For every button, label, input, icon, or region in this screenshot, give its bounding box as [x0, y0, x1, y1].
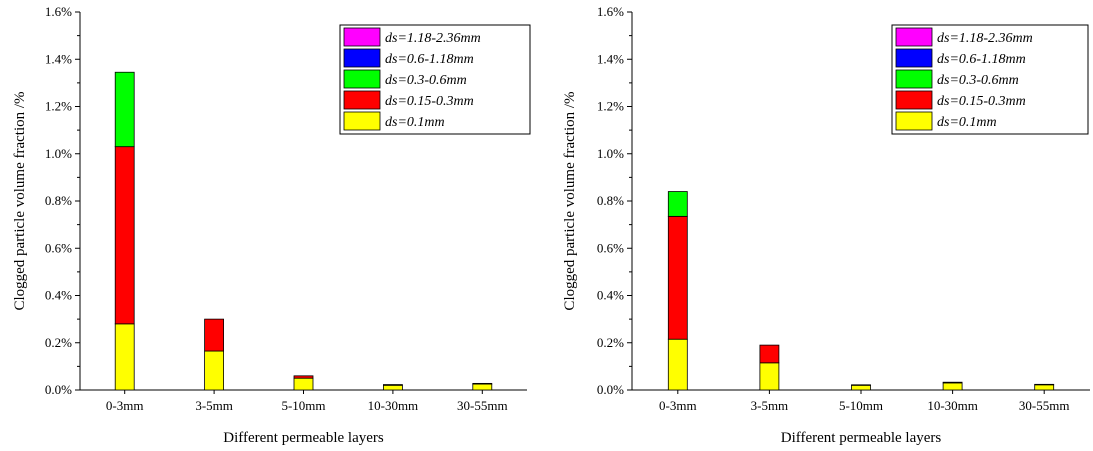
- x-tick-label: 5-10mm: [839, 398, 883, 413]
- legend-label: ds=0.1mm: [385, 115, 445, 130]
- bar-segment: [382, 384, 403, 386]
- x-tick-label: 0-3mm: [659, 398, 697, 413]
- y-tick-label: 0.4%: [597, 288, 624, 303]
- legend-label: ds=0.1mm: [937, 115, 997, 130]
- legend-swatch: [343, 48, 381, 68]
- bar-segment: [667, 215, 688, 340]
- legend-label: ds=0.6-1.18mm: [385, 52, 474, 67]
- y-tick-label: 0.2%: [45, 335, 72, 350]
- x-tick-label: 3-5mm: [195, 398, 233, 413]
- legend-label: ds=0.3-0.6mm: [937, 73, 1019, 88]
- y-tick-label: 1.2%: [597, 99, 624, 114]
- x-tick-label: 30-55mm: [1019, 398, 1070, 413]
- x-tick-label: 10-30mm: [368, 398, 419, 413]
- y-tick-label: 0.2%: [597, 335, 624, 350]
- y-tick-label: 1.6%: [597, 4, 624, 19]
- bar-segment: [667, 338, 688, 391]
- legend-swatch: [343, 27, 381, 47]
- y-tick-label: 0.0%: [597, 382, 624, 397]
- bar-segment: [667, 191, 688, 217]
- x-axis-title: Different permeable layers: [223, 430, 384, 446]
- legend-swatch: [895, 111, 933, 131]
- bar-segment: [204, 350, 225, 391]
- y-axis-title: Clogged particle volume fraction /%: [562, 91, 578, 310]
- y-tick-label: 1.4%: [597, 51, 624, 66]
- legend-swatch: [343, 69, 381, 89]
- legend-swatch: [895, 27, 933, 47]
- bar-segment: [1034, 383, 1055, 386]
- x-tick-label: 5-10mm: [281, 398, 325, 413]
- y-tick-label: 1.0%: [45, 146, 72, 161]
- y-tick-label: 0.8%: [45, 193, 72, 208]
- bar-segment: [204, 318, 225, 352]
- bar-segment: [114, 146, 135, 325]
- bar-segment: [759, 344, 780, 364]
- legend-swatch: [895, 90, 933, 110]
- legend-label: ds=0.15-0.3mm: [385, 94, 474, 109]
- bar-segment: [942, 381, 963, 384]
- x-tick-label: 3-5mm: [751, 398, 789, 413]
- legend-swatch: [343, 111, 381, 131]
- x-tick-label: 0-3mm: [106, 398, 144, 413]
- chart-1: 0.0% 0.2% 0.4% 0.6% 0.8% 1.0% 1.2% 1.4% 1.6% 0-3m…: [12, 4, 531, 446]
- legend-label: ds=0.15-0.3mm: [937, 94, 1026, 109]
- y-tick-label: 0.6%: [45, 240, 72, 255]
- bar-segment: [382, 384, 403, 391]
- y-tick-label: 1.6%: [45, 4, 72, 19]
- y-tick-label: 1.4%: [45, 51, 72, 66]
- bar-segment: [942, 382, 963, 391]
- x-axis-title: Different permeable layers: [781, 430, 942, 446]
- y-tick-label: 1.0%: [597, 146, 624, 161]
- bar-segment: [114, 323, 135, 391]
- y-tick-label: 0.6%: [597, 240, 624, 255]
- bar-segment: [1034, 384, 1055, 391]
- y-tick-label: 0.8%: [597, 193, 624, 208]
- bar-segment: [293, 375, 314, 379]
- bar-segment: [472, 383, 493, 391]
- legend: ds=1.18-2.36mm ds=0.6-1.18mm ds=0.3-0.6mm d…: [339, 24, 531, 135]
- legend-label: ds=1.18-2.36mm: [385, 31, 481, 46]
- y-tick-label: 1.2%: [45, 99, 72, 114]
- legend-label: ds=0.6-1.18mm: [937, 52, 1026, 67]
- y-axis-title: Clogged particle volume fraction /%: [12, 91, 28, 310]
- legend-label: ds=1.18-2.36mm: [937, 31, 1033, 46]
- legend-swatch: [895, 69, 933, 89]
- y-tick-label: 0.4%: [45, 288, 72, 303]
- legend-swatch: [895, 48, 933, 68]
- x-tick-label: 30-55mm: [457, 398, 508, 413]
- legend-label: ds=0.3-0.6mm: [385, 73, 467, 88]
- x-tick-label: 10-30mm: [927, 398, 978, 413]
- bar-segment: [114, 71, 135, 148]
- bar-segment: [759, 362, 780, 391]
- bar-segment: [472, 382, 493, 385]
- bar-segment: [851, 384, 871, 386]
- chart-2: 0.0% 0.2% 0.4% 0.6% 0.8% 1.0% 1.2% 1.4% 1.6% 0-3m…: [562, 4, 1090, 446]
- y-tick-label: 0.0%: [45, 382, 72, 397]
- bar-segment: [851, 384, 871, 391]
- legend: ds=1.18-2.36mm ds=0.6-1.18mm ds=0.3-0.6mm d…: [891, 24, 1089, 135]
- legend-swatch: [343, 90, 381, 110]
- bar-segment: [293, 377, 314, 391]
